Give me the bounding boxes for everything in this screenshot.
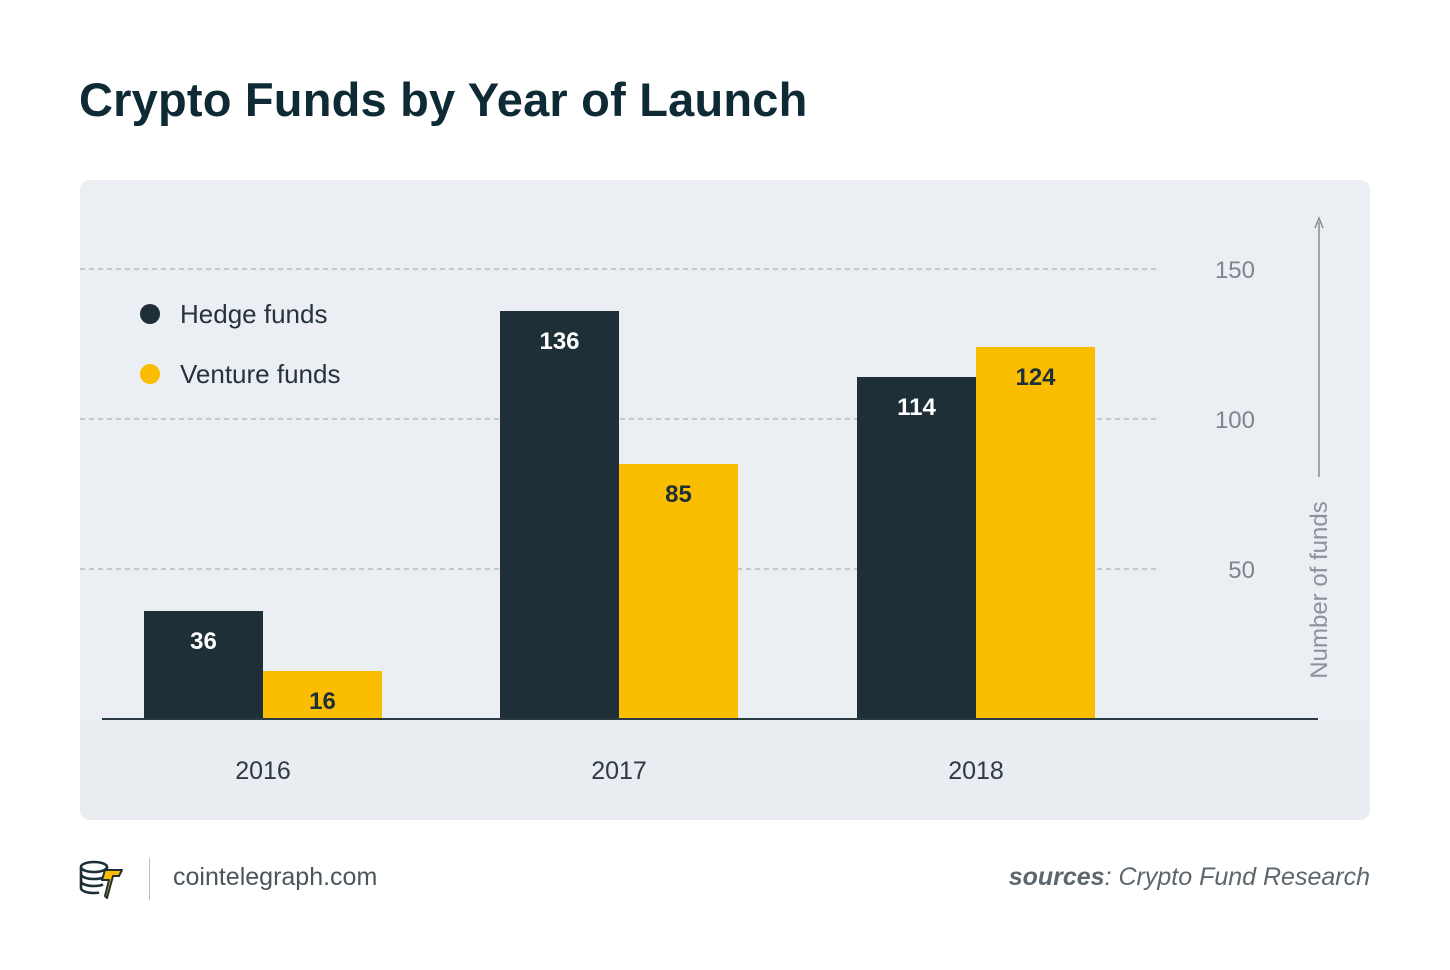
data-label: 114 [897,394,936,421]
x-tick-label-2018: 2018 [948,757,1004,785]
plot-lower-band [80,719,1370,820]
bar-venture-2018 [976,347,1095,719]
y-tick-label: 150 [1215,257,1255,284]
legend-label-hedge: Hedge funds [180,299,327,329]
y-tick-label: 50 [1228,557,1255,584]
footer-site-link[interactable]: cointelegraph.com [173,863,378,891]
source-label: sources [1008,863,1105,891]
legend-label-venture: Venture funds [180,359,340,389]
x-tick-label-2017: 2017 [591,757,647,785]
y-axis-title: Number of funds [1306,501,1333,678]
legend-swatch-hedge [140,304,160,324]
chart-panel: 50 100 150 Number of funds 36 136 114 16 85 124 20… [80,180,1370,820]
data-label: 16 [309,688,336,715]
bar-hedge-2016 [144,611,263,719]
cointelegraph-logo-icon [78,858,126,907]
bar-chart: 50 100 150 Number of funds 36 136 114 16 85 124 20… [80,216,1370,820]
y-tick-label: 100 [1215,407,1255,434]
page-title: Crypto Funds by Year of Launch [79,73,808,126]
legend-swatch-venture [140,364,160,384]
data-label: 85 [665,481,692,508]
data-label: 36 [190,628,217,655]
bar-hedge-2017 [500,311,619,719]
footer-divider [149,858,150,900]
bar-venture-2017 [619,464,738,719]
y-axis-arrow-icon [1314,216,1324,229]
bar-hedge-2018 [857,377,976,719]
source-text: : Crypto Fund Research [1104,863,1370,891]
data-label: 124 [1015,364,1056,391]
data-label: 136 [539,328,579,355]
footer-source: sources: Crypto Fund Research [1009,863,1370,892]
x-tick-label-2016: 2016 [235,757,291,785]
bar-venture-2016 [263,671,382,719]
